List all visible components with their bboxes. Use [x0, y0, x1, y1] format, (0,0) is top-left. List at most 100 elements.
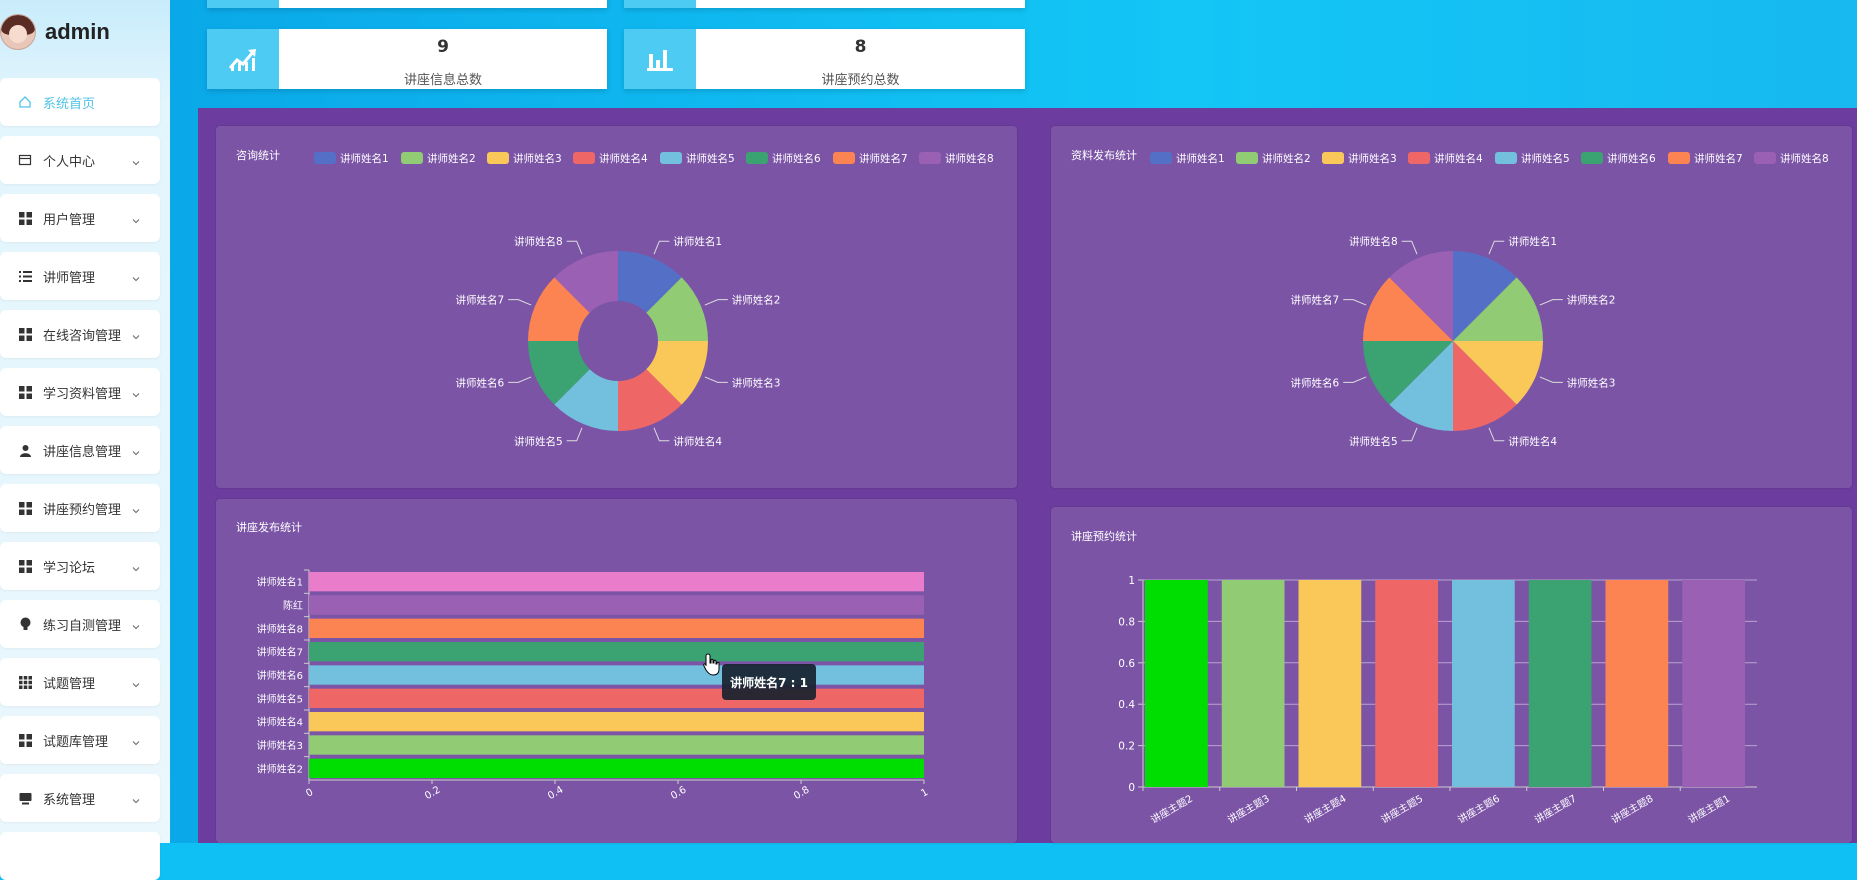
bar[interactable] — [309, 712, 924, 732]
bar[interactable] — [309, 572, 924, 592]
legend-swatch[interactable] — [746, 152, 768, 164]
sidebar-item-menu-3[interactable]: 讲师管理 — [0, 252, 160, 300]
legend-label[interactable]: 讲师姓名7 — [859, 152, 908, 165]
legend-label[interactable]: 讲师姓名1 — [340, 152, 389, 165]
sidebar-item-menu-4[interactable]: 在线咨询管理 — [0, 310, 160, 358]
legend-label[interactable]: 讲师姓名3 — [513, 152, 562, 165]
legend-swatch[interactable] — [401, 152, 423, 164]
legend-swatch[interactable] — [1322, 152, 1344, 164]
pie-slice[interactable] — [618, 251, 682, 313]
pie-slice[interactable] — [1363, 341, 1453, 405]
chart-title: 讲座预约统计 — [1071, 529, 1137, 543]
bar[interactable] — [1298, 580, 1362, 787]
legend-swatch[interactable] — [1150, 152, 1172, 164]
sidebar-item-menu-7[interactable]: 讲座预约管理 — [0, 484, 160, 532]
pie-slice[interactable] — [1453, 277, 1543, 341]
legend-label[interactable]: 讲师姓名2 — [1262, 152, 1311, 165]
sidebar-item-menu-12[interactable]: 系统管理 — [0, 774, 160, 822]
stat-label: 讲座信息总数 — [403, 73, 482, 88]
sidebar-item-label: 讲师管理 — [43, 270, 96, 286]
bar[interactable] — [1375, 580, 1438, 787]
legend-swatch[interactable] — [1754, 152, 1776, 164]
sidebar-item-menu-2[interactable]: 用户管理 — [0, 194, 160, 242]
legend-label[interactable]: 讲师姓名3 — [1348, 152, 1397, 165]
bar[interactable] — [309, 595, 924, 615]
pie-slice[interactable] — [1389, 341, 1453, 431]
bar[interactable] — [309, 688, 924, 708]
sidebar-item-home[interactable]: 系统首页 — [0, 78, 160, 126]
sidebar-item-menu-1[interactable]: 个人中心 — [0, 136, 160, 184]
pie-slice[interactable] — [528, 277, 590, 341]
legend-label[interactable]: 讲师姓名8 — [1780, 152, 1829, 165]
bar[interactable] — [1528, 580, 1592, 787]
y-tick-label: 1 — [1128, 575, 1135, 587]
pie-slice[interactable] — [1389, 251, 1453, 341]
legend-swatch[interactable] — [1668, 152, 1690, 164]
material-pie-chart[interactable]: 资料发布统计 讲师姓名1 讲师姓名2 讲师姓名3 讲师姓名4 讲师姓名5 讲师姓名6 讲师姓名… — [1051, 126, 1852, 488]
slice-label: 讲师姓名3 — [1567, 376, 1616, 389]
bar[interactable] — [309, 618, 924, 638]
bar[interactable] — [1221, 580, 1285, 787]
legend-label[interactable]: 讲师姓名8 — [945, 152, 994, 165]
legend-label[interactable]: 讲师姓名5 — [1521, 152, 1570, 165]
pie-slice[interactable] — [1363, 277, 1453, 341]
lecture-booking-bar-chart[interactable]: 讲座预约统计 0 0.2 0.4 0.6 0.8 1 讲座主题2 讲座主题3 讲座主题4 讲座主题5… — [1051, 507, 1852, 843]
legend-label[interactable]: 讲师姓名2 — [427, 152, 476, 165]
bar[interactable] — [309, 758, 924, 778]
legend-swatch[interactable] — [660, 152, 682, 164]
avatar[interactable] — [0, 14, 36, 50]
x-tick-label: 讲座主题5 — [1378, 792, 1425, 826]
legend-swatch[interactable] — [1236, 152, 1258, 164]
sidebar-item-menu-6[interactable]: 讲座信息管理 — [0, 426, 160, 474]
consult-donut-chart[interactable]: 咨询统计 讲师姓名1 讲师姓名2 讲师姓名3 讲师姓名4 讲师姓名5 讲师姓名6 讲师姓名7 讲… — [216, 126, 1017, 488]
legend-swatch[interactable] — [833, 152, 855, 164]
stat-value: 8 — [854, 37, 867, 57]
legend-swatch[interactable] — [573, 152, 595, 164]
sidebar-item-menu-10[interactable]: 试题管理 — [0, 658, 160, 706]
legend-swatch[interactable] — [1495, 152, 1517, 164]
legend-swatch[interactable] — [1408, 152, 1430, 164]
bar[interactable] — [309, 665, 924, 685]
stat-icon — [207, 0, 279, 8]
bar[interactable] — [1452, 580, 1515, 787]
legend-label[interactable]: 讲师姓名5 — [686, 152, 735, 165]
stat-value: 9 — [437, 37, 449, 57]
pie-slice[interactable] — [646, 277, 708, 341]
label-leader — [1343, 299, 1367, 306]
legend-label[interactable]: 讲师姓名6 — [1607, 152, 1656, 165]
sidebar-item-menu-9[interactable]: 练习自测管理 — [0, 600, 160, 648]
legend-label[interactable]: 讲师姓名6 — [772, 152, 821, 165]
pie-slice[interactable] — [1453, 341, 1517, 431]
label-leader — [1488, 427, 1505, 442]
legend-label[interactable]: 讲师姓名4 — [1434, 152, 1483, 165]
legend-swatch[interactable] — [1581, 152, 1603, 164]
pie-slice[interactable] — [1453, 341, 1543, 405]
legend-swatch[interactable] — [919, 152, 941, 164]
label-leader — [1401, 240, 1418, 255]
sidebar-item-cropped[interactable] — [0, 832, 160, 880]
sidebar-item-menu-5[interactable]: 学习资料管理 — [0, 368, 160, 416]
pie-slice[interactable] — [528, 341, 590, 405]
legend-swatch[interactable] — [487, 152, 509, 164]
pie-slice[interactable] — [554, 369, 618, 431]
pie-slice[interactable] — [1453, 251, 1517, 341]
bar[interactable] — [1605, 580, 1669, 787]
bar[interactable] — [1145, 580, 1208, 787]
bar-chart-icon — [624, 29, 696, 89]
pie-slice[interactable] — [646, 341, 708, 405]
card-icon — [17, 152, 33, 168]
legend-label[interactable]: 讲师姓名7 — [1694, 152, 1743, 165]
bar[interactable] — [1682, 580, 1745, 787]
sidebar-item-menu-11[interactable]: 试题库管理 — [0, 716, 160, 764]
sidebar-item-menu-8[interactable]: 学习论坛 — [0, 542, 160, 590]
legend-swatch[interactable] — [314, 152, 336, 164]
x-tick-label: 0.8 — [792, 785, 811, 802]
legend-label[interactable]: 讲师姓名1 — [1176, 152, 1225, 165]
bar[interactable] — [309, 735, 924, 755]
legend-label[interactable]: 讲师姓名4 — [599, 152, 648, 165]
pie-slice[interactable] — [554, 251, 618, 313]
pie-slice[interactable] — [618, 369, 682, 431]
bar[interactable] — [309, 642, 924, 662]
chevron-down-icon — [130, 386, 142, 398]
